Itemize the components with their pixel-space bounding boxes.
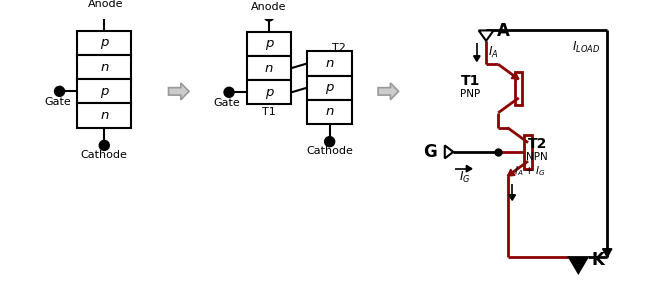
Polygon shape [445,145,453,159]
Bar [247,56,291,80]
Text: p: p [100,85,109,98]
Bar [525,135,532,169]
Bar [77,55,131,79]
Text: $I_{LOAD}$: $I_{LOAD}$ [571,40,600,55]
Text: G: G [423,143,437,161]
Polygon shape [466,166,472,172]
Bar [307,76,352,100]
Polygon shape [569,257,588,273]
Circle shape [99,8,109,18]
Polygon shape [474,56,480,61]
Text: n: n [100,109,109,122]
Circle shape [55,87,64,96]
Polygon shape [168,83,189,100]
Polygon shape [512,72,519,79]
Polygon shape [378,83,398,100]
Text: Anode: Anode [252,1,287,12]
Circle shape [224,88,234,97]
Text: p: p [265,37,273,50]
Text: T1: T1 [461,74,480,88]
Bar [77,31,131,55]
Bar [247,32,291,56]
Polygon shape [603,249,612,257]
Bar [247,80,291,104]
Text: p: p [100,36,109,50]
Circle shape [99,141,109,150]
Text: n: n [326,57,334,70]
Text: Anode: Anode [88,0,124,9]
Text: n: n [100,61,109,74]
Text: Cathode: Cathode [306,146,353,156]
Bar [77,79,131,103]
Text: p: p [326,81,334,94]
Text: PNP: PNP [460,89,480,99]
Text: T1: T1 [262,107,276,117]
Text: $I_A+I_G$: $I_A+I_G$ [514,164,545,178]
Text: n: n [265,62,273,75]
Polygon shape [509,195,515,200]
Bar [515,72,523,105]
Text: p: p [265,86,273,99]
Text: K: K [592,251,604,269]
Polygon shape [508,169,515,176]
Bar [77,103,131,128]
Text: $I_A$: $I_A$ [488,45,499,59]
Text: T2: T2 [528,137,547,151]
Text: A: A [497,22,510,40]
Text: n: n [326,105,334,118]
Bar [307,51,352,76]
Text: NPN: NPN [526,152,548,163]
Text: Gate: Gate [214,98,240,108]
Circle shape [265,11,274,21]
Bar [307,100,352,124]
Text: $I_G$: $I_G$ [459,169,471,185]
Text: Cathode: Cathode [81,150,127,160]
Polygon shape [478,30,493,41]
Text: Gate: Gate [44,97,71,107]
Text: T2: T2 [332,42,345,52]
Circle shape [325,137,334,146]
